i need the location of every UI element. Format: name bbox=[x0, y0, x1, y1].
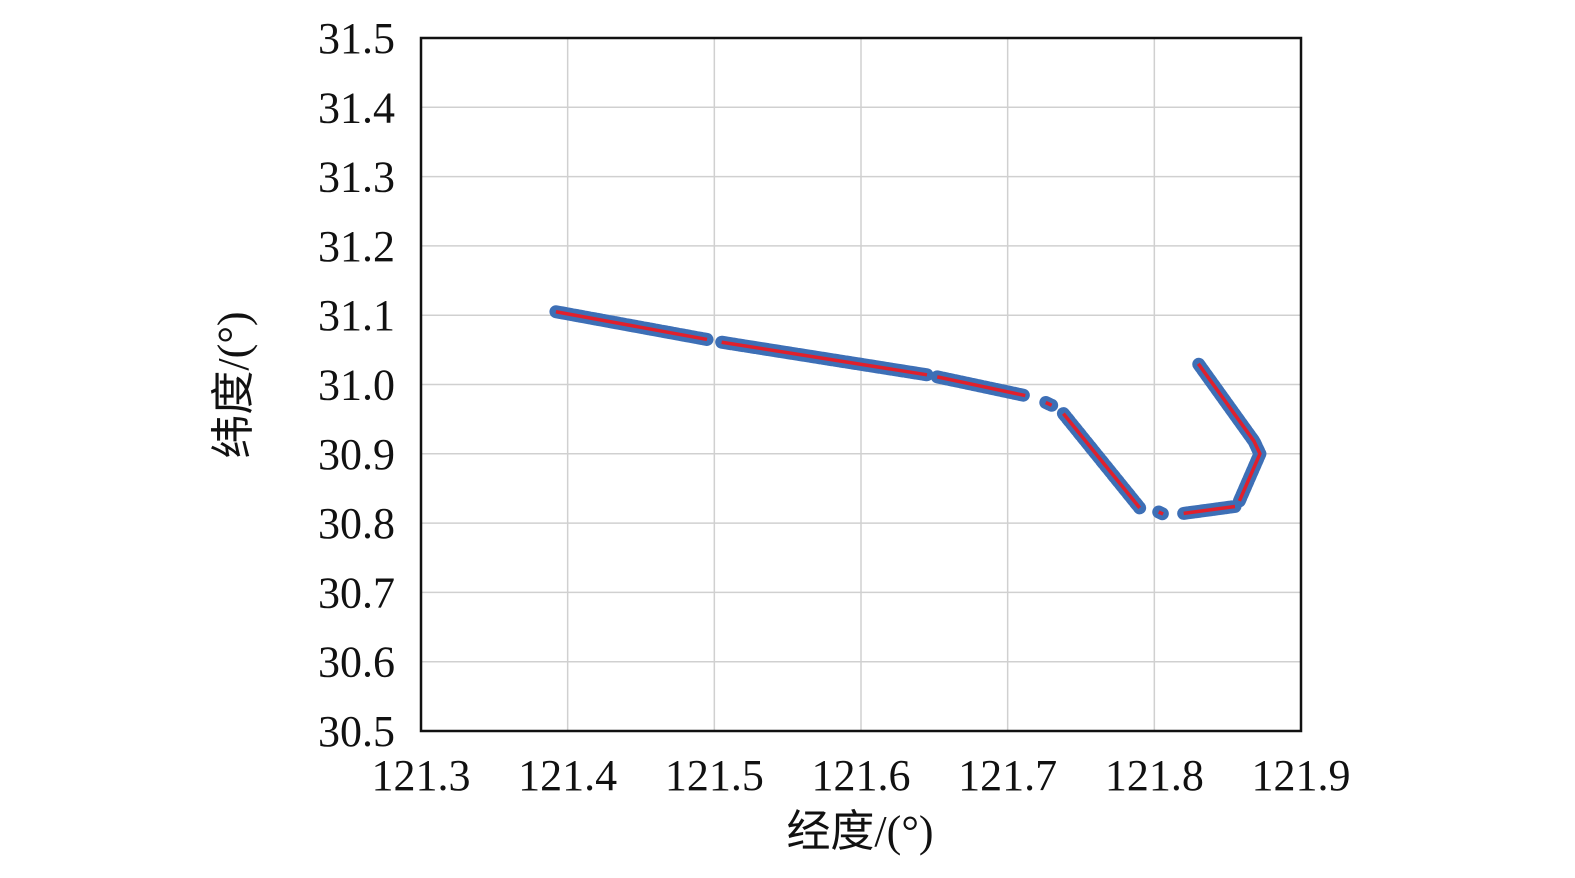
y-tick-label: 30.6 bbox=[318, 638, 395, 687]
plot-frame bbox=[419, 36, 1303, 733]
x-axis-title: 经度/(°) bbox=[786, 807, 933, 856]
line bbox=[555, 310, 1262, 516]
y-tick-label: 31.2 bbox=[318, 222, 395, 271]
x-tick-label: 121.3 bbox=[372, 751, 471, 800]
y-tick-label: 30.7 bbox=[318, 568, 395, 617]
y-tick-label: 31.4 bbox=[318, 83, 395, 132]
y-tick-label: 31.0 bbox=[318, 361, 395, 410]
y-axis-title: 纬度/(°) bbox=[209, 311, 258, 458]
y-tick-label: 30.8 bbox=[318, 499, 395, 548]
x-tick-label: 121.6 bbox=[812, 751, 911, 800]
y-tick-label: 31.5 bbox=[318, 14, 395, 63]
x-tick-label: 121.9 bbox=[1252, 751, 1351, 800]
y-tick-label: 31.1 bbox=[318, 291, 395, 340]
y-tick-label: 31.3 bbox=[318, 153, 395, 202]
y-tick-label: 30.9 bbox=[318, 430, 395, 479]
y-tick-label: 30.5 bbox=[318, 707, 395, 756]
x-tick-label: 121.8 bbox=[1105, 751, 1204, 800]
x-tick-label: 121.5 bbox=[665, 751, 764, 800]
x-tick-label: 121.7 bbox=[958, 751, 1057, 800]
x-tick-label: 121.4 bbox=[518, 751, 617, 800]
